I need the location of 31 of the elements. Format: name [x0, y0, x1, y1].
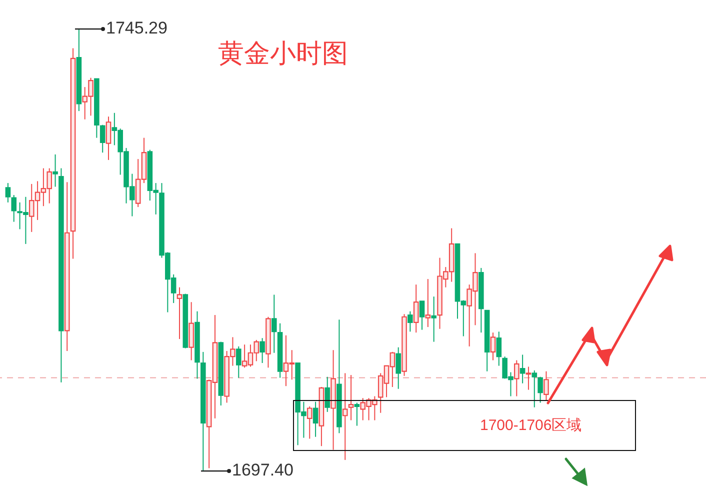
candlestick: [236, 346, 242, 378]
candlestick: [496, 331, 502, 366]
annotation: 1697.40: [232, 460, 294, 480]
candlestick: [342, 372, 348, 460]
candlestick: [408, 310, 413, 332]
candlestick: [544, 370, 549, 402]
candlestick: [425, 278, 431, 328]
candlestick: [526, 366, 532, 390]
candlestick: [52, 154, 58, 188]
candlestick: [176, 286, 182, 340]
candlestick: [106, 116, 112, 160]
annotation: 1700-1706区域: [480, 416, 582, 435]
candlestick: [324, 376, 330, 412]
candlestick: [431, 296, 436, 342]
candlestick: [271, 294, 277, 354]
chart-title: 黄金小时图: [218, 39, 348, 69]
candlestick: [396, 346, 401, 390]
candlestick: [413, 284, 419, 334]
candlestick: [306, 406, 312, 440]
candlestick: [354, 402, 360, 426]
candlestick: [5, 182, 11, 203]
candlestick: [100, 124, 106, 154]
candlestick: [514, 360, 520, 397]
candlestick: [419, 300, 425, 330]
candlestick: [312, 401, 318, 438]
candlestick: [520, 354, 526, 384]
candlestick: [260, 338, 265, 364]
candlestick: [348, 374, 354, 421]
annotation: 1745.29: [106, 18, 168, 38]
candlestick: [490, 332, 496, 361]
candlestick: [188, 302, 194, 361]
